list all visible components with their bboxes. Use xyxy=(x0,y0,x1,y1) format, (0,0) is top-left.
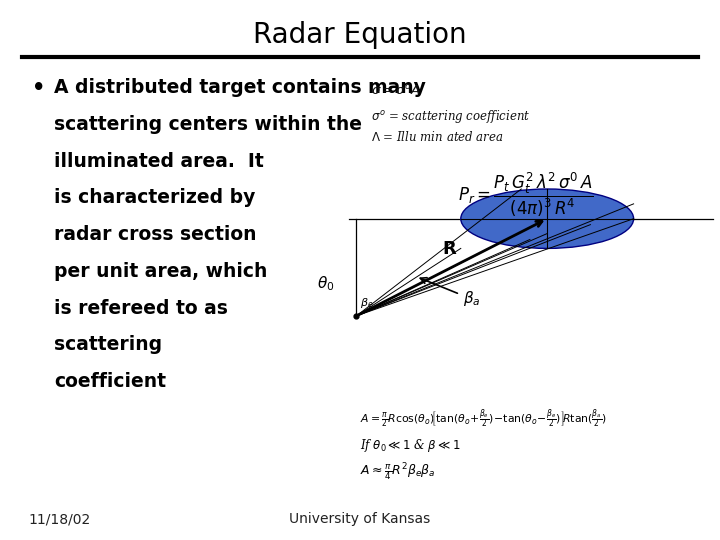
Text: $\sigma = \sigma^o A$: $\sigma = \sigma^o A$ xyxy=(371,84,420,98)
Text: $A \approx \frac{\pi}{4} R^2 \beta_e \beta_a$: $A \approx \frac{\pi}{4} R^2 \beta_e \be… xyxy=(360,462,436,483)
Text: scattering: scattering xyxy=(54,335,162,354)
Text: 11/18/02: 11/18/02 xyxy=(29,512,91,526)
Text: radar cross section: radar cross section xyxy=(54,225,256,244)
Text: If $\theta_0 \ll 1$ & $\beta \ll 1$: If $\theta_0 \ll 1$ & $\beta \ll 1$ xyxy=(360,437,461,454)
Text: $\beta_e$: $\beta_e$ xyxy=(360,296,374,310)
Text: scattering centers within the: scattering centers within the xyxy=(54,115,362,134)
Text: per unit area, which: per unit area, which xyxy=(54,262,267,281)
Text: is characterized by: is characterized by xyxy=(54,188,256,207)
Text: coefficient: coefficient xyxy=(54,372,166,391)
Text: $\theta_0$: $\theta_0$ xyxy=(318,274,335,293)
Text: $\beta_a$: $\beta_a$ xyxy=(420,278,480,308)
Text: A distributed target contains many: A distributed target contains many xyxy=(54,78,426,97)
Text: is refereed to as: is refereed to as xyxy=(54,299,228,318)
Text: Radar Equation: Radar Equation xyxy=(253,21,467,49)
Text: $\sigma^o$ = scattering coefficient: $\sigma^o$ = scattering coefficient xyxy=(371,108,531,125)
Ellipse shape xyxy=(461,189,634,248)
Text: University of Kansas: University of Kansas xyxy=(289,512,431,526)
Text: $\Lambda$ = Illu min ated area: $\Lambda$ = Illu min ated area xyxy=(371,130,503,144)
Text: $A = \frac{\pi}{2} R\cos(\theta_o)\!\left[\tan(\theta_o\!+\!\frac{\beta_e}{2})\!: $A = \frac{\pi}{2} R\cos(\theta_o)\!\lef… xyxy=(360,408,607,430)
Text: •: • xyxy=(32,78,46,98)
Text: $P_r = \dfrac{P_t\, G_t^2\, \lambda^2\, \sigma^0\, A}{(4\pi)^3\, R^4}$: $P_r = \dfrac{P_t\, G_t^2\, \lambda^2\, … xyxy=(458,170,593,219)
Text: $\mathbf{R}$: $\mathbf{R}$ xyxy=(442,240,458,258)
Text: illuminated area.  It: illuminated area. It xyxy=(54,152,264,171)
